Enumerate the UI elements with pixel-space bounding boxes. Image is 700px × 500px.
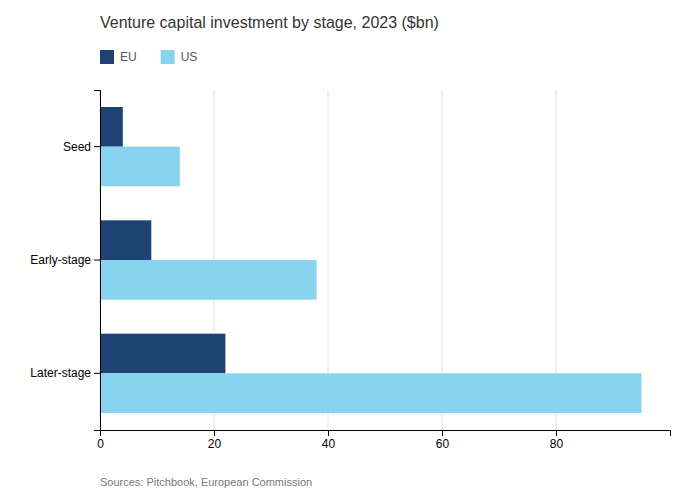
bar [100,107,123,147]
tick-label: 80 [550,437,564,451]
tick-label: Seed [63,140,91,154]
bar [100,220,151,260]
plot-area: 0 20 40 60 80 Later-stage Early-stage Seed [30,90,670,451]
tick-mark [328,430,329,436]
y-axis: Later-stage Early-stage Seed [30,91,100,431]
bar [100,260,317,300]
tick-mark [94,146,100,147]
annotation: Sources: Pitchbook, European Commission [100,476,312,488]
legend-swatch [100,50,114,64]
tick-mark [94,373,100,374]
tick-label: Early-stage [30,253,91,267]
bar [100,334,225,374]
bars [100,107,642,413]
legend-item: EU [100,50,137,64]
chart-title: Venture capital investment by stage, 202… [100,14,439,31]
tick: 20 [208,430,222,451]
chart-svg: Venture capital investment by stage, 202… [0,0,700,500]
bar-series [100,147,642,413]
legend: EU US [100,50,197,64]
tick: 40 [322,430,336,451]
tick-label: 0 [97,437,104,451]
axis-line [101,431,671,437]
x-axis: 0 20 40 60 80 [97,430,670,451]
legend-label: EU [120,50,137,64]
tick: 60 [436,430,450,451]
tick: Later-stage [30,366,100,380]
legend-item: US [161,50,198,64]
tick-label: 60 [436,437,450,451]
chart-container: Venture capital investment by stage, 202… [0,0,700,500]
legend-swatch [161,50,175,64]
tick-mark [214,430,215,436]
tick: 0 [97,430,104,451]
tick: Early-stage [30,253,100,267]
legend-label: US [181,50,198,64]
bar [100,373,642,413]
bar [100,147,180,187]
tick-mark [94,260,100,261]
tick-label: Later-stage [30,366,91,380]
tick-mark [556,430,557,436]
tick: Seed [63,140,100,154]
tick: 80 [550,430,564,451]
axis-line [94,91,101,431]
bar-series [100,107,225,373]
tick-label: 40 [322,437,336,451]
tick-mark [442,430,443,436]
tick-label: 20 [208,437,222,451]
